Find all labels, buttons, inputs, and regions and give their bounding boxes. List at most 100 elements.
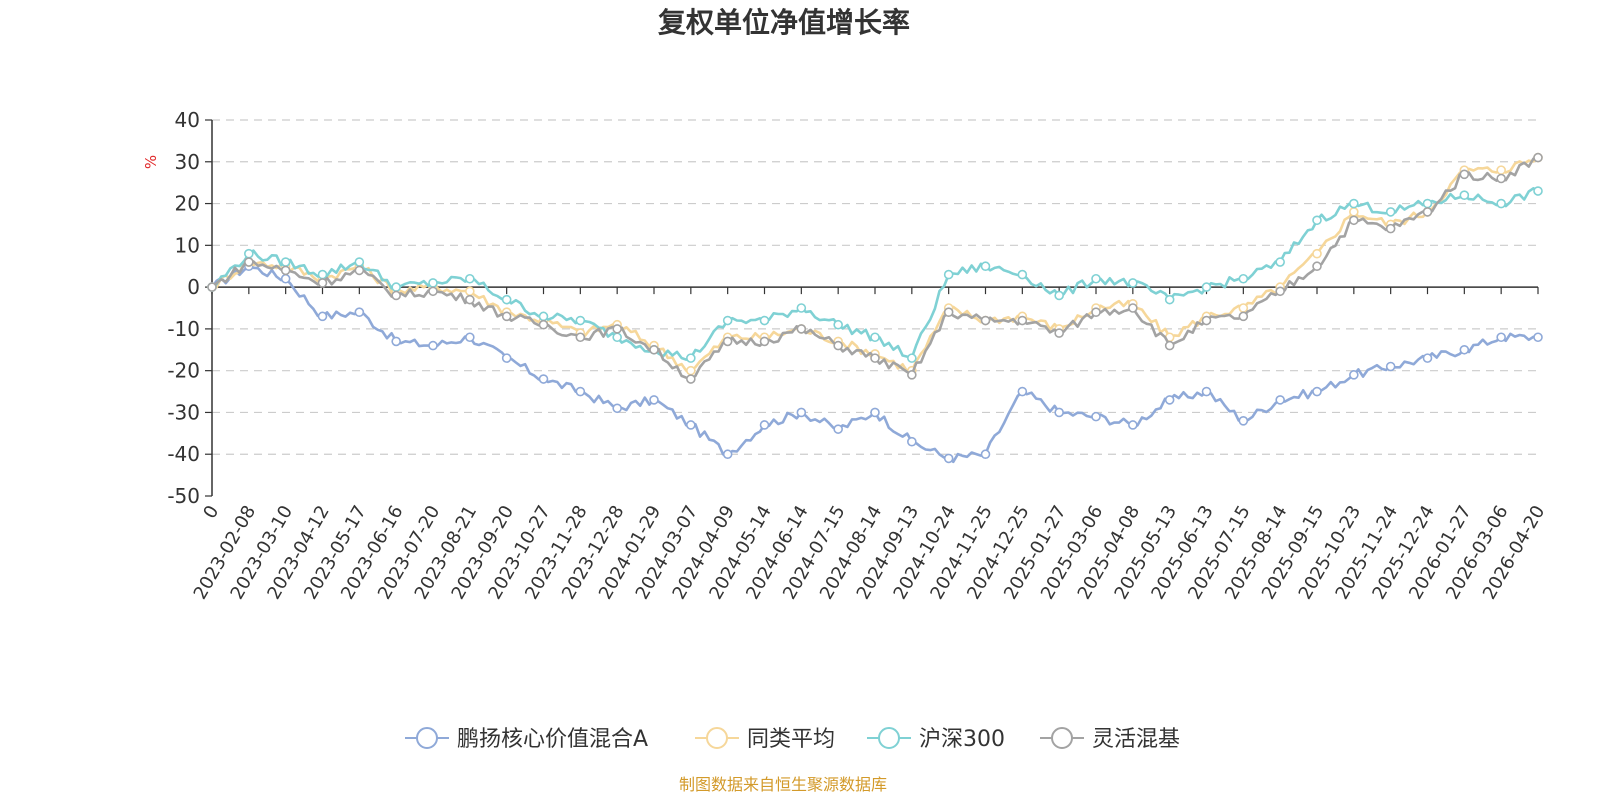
data-point [1091,411,1101,422]
data-point [317,311,328,322]
data-point [1459,190,1470,200]
data-point [686,374,696,384]
y-tick-label: -50 [167,484,200,508]
data-point [1128,303,1138,313]
data-point [1422,198,1433,209]
data-point [980,261,991,272]
data-point [428,286,438,297]
data-point [1385,361,1396,372]
legend-label: 同类平均 [747,727,835,752]
data-point [1091,273,1101,284]
data-point [612,332,622,343]
data-point [501,294,512,305]
data-point [1385,223,1396,234]
data-point [1312,248,1322,259]
data-source-note: 制图数据来自恒生聚源数据库 [679,775,887,794]
data-point [465,273,475,284]
y-tick-label: 30 [175,150,200,174]
data-point [759,315,770,326]
legend-label: 鹏扬核心价值混合A [457,727,648,752]
legend[interactable]: 鹏扬核心价值混合A 同类平均 沪深300 灵活混基 [405,727,1180,752]
data-point [1201,282,1212,292]
data-point [612,403,622,414]
legend-marker [416,727,438,749]
data-point [428,340,438,351]
data-point [1496,332,1506,343]
data-point [1054,328,1064,338]
data-point [722,336,733,347]
data-point [538,311,549,322]
data-point [1054,290,1064,301]
data-point [649,344,659,355]
data-point [796,303,807,313]
y-tick-label: 10 [175,233,200,257]
data-point [280,265,291,276]
data-point [722,315,733,326]
y-tick-label: -20 [167,359,200,383]
data-point [1017,269,1028,280]
legend-item[interactable]: 鹏扬核心价值混合A [405,727,648,752]
data-point [980,449,991,460]
data-point [1496,173,1506,184]
data-point [1128,278,1138,288]
data-point [1275,257,1285,267]
data-point [1533,332,1543,343]
data-point [722,449,733,460]
data-point [1533,186,1543,196]
legend-item[interactable]: 灵活混基 [1040,727,1180,752]
data-point [538,319,549,330]
chart-title: 复权单位净值增长率 [658,6,910,39]
legend-label: 灵活混基 [1092,727,1180,752]
data-point [796,324,807,334]
data-point [391,336,401,347]
legend-item[interactable]: 沪深300 [867,727,1005,752]
data-point [1312,261,1322,272]
data-point [1385,207,1396,217]
data-point [501,311,512,322]
data-point [612,324,622,334]
data-point [1459,169,1470,180]
data-point [796,407,807,418]
data-point [1275,395,1285,405]
data-point [649,395,659,405]
y-tick-label: 20 [175,192,200,216]
data-point [1201,386,1212,397]
data-point [575,386,586,397]
data-point [465,286,475,297]
data-point [759,336,770,347]
data-point [833,340,843,351]
data-point [1349,370,1359,380]
data-point [686,420,696,430]
legend-marker [1051,727,1073,749]
data-point [1091,307,1101,317]
data-point [1349,215,1359,226]
data-point [428,278,438,288]
data-point [354,265,365,276]
data-point [317,269,328,280]
series-line [210,264,1539,464]
data-point [907,370,917,380]
legend-label: 沪深300 [919,727,1005,752]
data-point [465,294,475,305]
data-point [980,315,991,326]
data-point [943,307,954,317]
data-point [1164,294,1175,305]
data-point [244,248,254,259]
y-tick-label: -10 [167,317,200,341]
data-point [1238,415,1249,426]
data-point [465,332,475,343]
data-point [1496,198,1506,209]
data-point [943,269,954,280]
data-point [1054,407,1064,418]
data-point [501,353,512,363]
data-point [870,353,880,363]
data-point [686,365,696,376]
legend-item[interactable]: 同类平均 [695,727,835,752]
data-point [354,307,365,317]
data-point [391,290,401,301]
data-point [1422,207,1433,217]
data-point [1017,386,1028,397]
data-point [870,407,880,418]
series-lines [207,152,1543,464]
data-point [907,436,917,447]
